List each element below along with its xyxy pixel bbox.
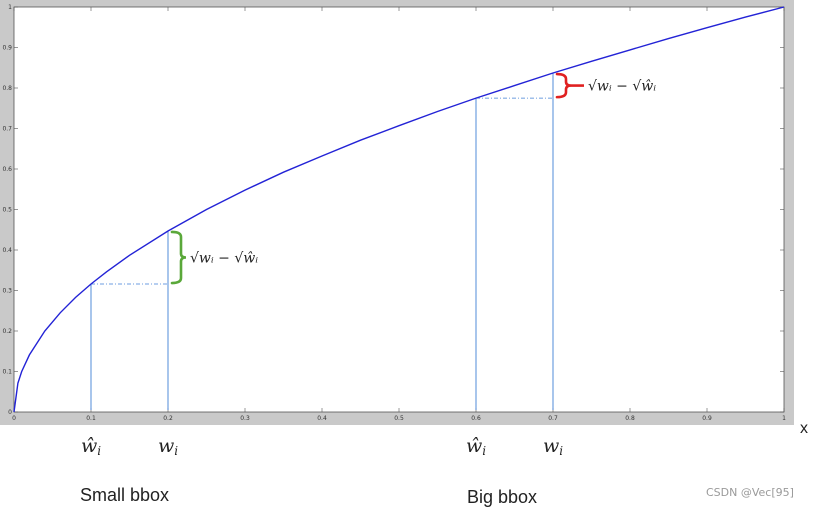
- y-tick-label: 0.5: [2, 207, 12, 214]
- w-subscript: i: [174, 444, 178, 458]
- w-subscript: i: [559, 444, 563, 458]
- x-tick-label: 1: [782, 415, 786, 422]
- x-tick-label: 0.4: [317, 415, 327, 422]
- x-tick-label: 0: [12, 415, 16, 422]
- weight-labels: ŵi wi ŵi wi: [81, 435, 563, 458]
- x-tick-label: 0.9: [702, 415, 712, 422]
- w-hat-subscript: i: [482, 444, 486, 458]
- y-tick-label: 1: [8, 4, 12, 11]
- y-tick-label: 0: [8, 409, 12, 416]
- y-tick-label: 0.6: [2, 166, 12, 173]
- caption-small-bbox: Small bbox: [80, 485, 169, 505]
- x-axis-label: x: [800, 420, 808, 437]
- w-label: wi: [158, 435, 178, 458]
- guide-lines: [90, 73, 554, 410]
- plot-area: [13, 6, 785, 413]
- x-tick-label: 0.1: [86, 415, 96, 422]
- w-hat-subscript: i: [97, 444, 101, 458]
- axis-ticks: 0 0.1 0.2 0.3 0.4 0.5 0.6 0.7 0.8 0.9 1 0 0.1 0.2 0.3 0…: [2, 4, 786, 422]
- x-tick-label: 0.2: [163, 415, 173, 422]
- watermark: CSDN @Vec[95]: [706, 486, 794, 499]
- y-tick-label: 0.9: [2, 45, 12, 52]
- x-tick-label: 0.5: [394, 415, 404, 422]
- w-hat-label: ŵi: [81, 435, 101, 458]
- y-tick-label: 0.1: [2, 369, 12, 376]
- w-hat-label: ŵi: [466, 435, 486, 458]
- y-tick-label: 0.4: [2, 247, 12, 254]
- y-tick-label: 0.7: [2, 126, 12, 133]
- y-tick-label: 0.3: [2, 288, 12, 295]
- caption-big-bbox: Big bbox: [467, 487, 537, 507]
- bracket-label: √wᵢ − √ŵᵢ: [588, 79, 656, 95]
- brace: [170, 230, 187, 285]
- bracket-label: √wᵢ − √ŵᵢ: [190, 250, 258, 266]
- sqrt-curve: [13, 6, 785, 413]
- x-tick-label: 0.6: [471, 415, 481, 422]
- x-tick-label: 0.3: [240, 415, 250, 422]
- difference-brackets: √wᵢ − √ŵᵢ √wᵢ − √ŵᵢ: [170, 72, 656, 285]
- x-tick-label: 0.8: [625, 415, 635, 422]
- x-tick-label: 0.7: [548, 415, 558, 422]
- w-label: wi: [543, 435, 563, 458]
- y-tick-label: 0.2: [2, 328, 12, 335]
- y-tick-label: 0.8: [2, 85, 12, 92]
